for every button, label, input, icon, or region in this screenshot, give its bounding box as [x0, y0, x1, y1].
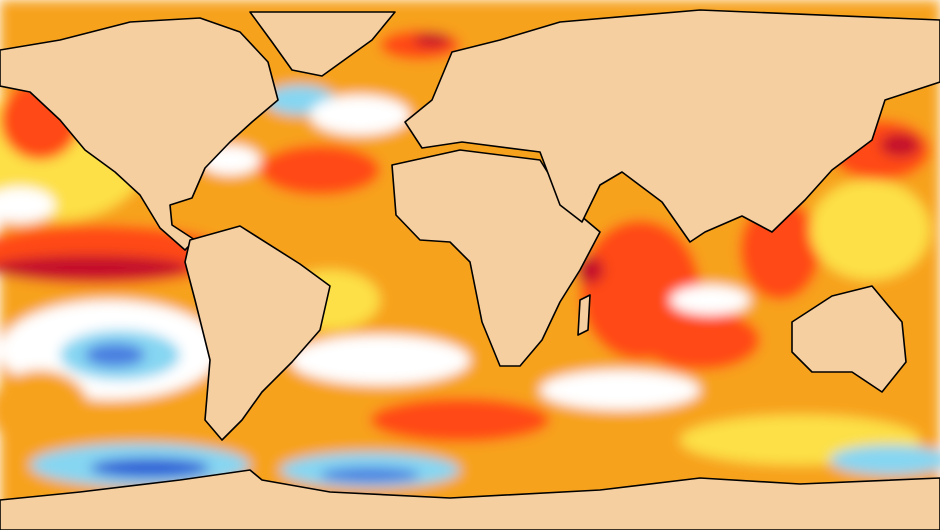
hot-patch: [640, 310, 760, 370]
neutral-patch: [0, 187, 55, 223]
cool-patch: [830, 445, 940, 475]
south-america: [184, 225, 331, 441]
hot-patch: [260, 145, 380, 195]
neutral-patch: [540, 370, 700, 410]
australia: [791, 285, 907, 393]
neutral-patch: [290, 335, 470, 385]
hot-patch: [370, 398, 550, 442]
very-hot-patch: [0, 255, 190, 281]
greenland: [249, 11, 396, 77]
madagascar: [577, 294, 591, 336]
antarctica: [0, 469, 940, 530]
very-hot-patch: [414, 33, 450, 47]
neutral-patch: [310, 95, 410, 135]
north-america: [0, 17, 279, 251]
warm-patch: [0, 370, 90, 450]
cold-patch: [85, 343, 145, 367]
landmasses: [0, 9, 940, 530]
cold-patch: [90, 458, 210, 478]
very-hot-patch: [880, 133, 920, 157]
cold-patch: [320, 467, 420, 483]
eurasia: [404, 9, 940, 243]
neutral-patch: [670, 285, 750, 315]
warm-patch: [810, 180, 930, 280]
